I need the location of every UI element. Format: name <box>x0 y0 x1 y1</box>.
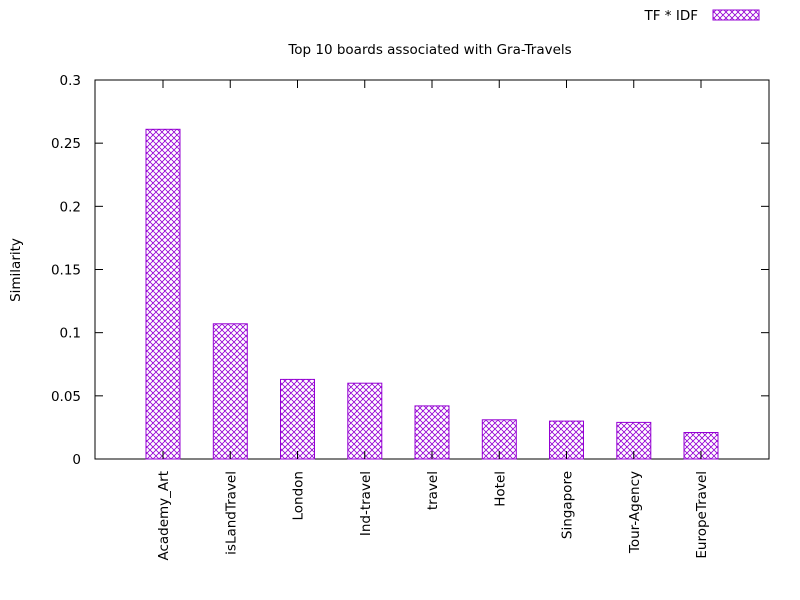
x-tick-label: Hotel <box>492 471 508 507</box>
bars-group <box>145 128 719 460</box>
y-tick-label: 0.3 <box>60 73 81 89</box>
bar-ind-travel <box>347 382 383 460</box>
x-tick-label: EuropeTravel <box>694 471 710 559</box>
y-tick-label: 0.2 <box>60 199 81 215</box>
legend: TF * IDF <box>644 8 760 24</box>
y-axis: 0 0.05 0.1 0.15 0.2 0.25 0.3 <box>51 73 769 468</box>
x-tick-label: London <box>291 471 307 521</box>
legend-label: TF * IDF <box>644 8 699 24</box>
bar-travel <box>414 405 450 460</box>
x-tick-label: travel <box>425 471 441 510</box>
x-tick-label: Ind-travel <box>358 471 374 536</box>
y-tick-label: 0 <box>72 452 81 468</box>
legend-swatch <box>712 9 760 21</box>
plot-frame <box>94 79 770 460</box>
y-tick-label: 0.15 <box>51 263 81 279</box>
x-axis: Academy_Art isLandTravel London Ind-travel t… <box>156 80 710 561</box>
x-tick-label: Academy_Art <box>156 471 172 561</box>
y-tick-label: 0.25 <box>51 136 81 152</box>
x-tick-label: Tour-Agency <box>627 471 643 554</box>
x-tick-label: isLandTravel <box>223 471 239 555</box>
x-tick-label: Singapore <box>560 471 576 539</box>
y-tick-label: 0.05 <box>51 389 81 405</box>
bar-london <box>280 378 315 460</box>
y-axis-label: Similarity <box>8 238 24 302</box>
chart-title: Top 10 boards associated with Gra-Travel… <box>287 42 571 58</box>
bar-academy-art <box>145 128 181 460</box>
bar-islandtravel <box>212 323 248 460</box>
y-tick-label: 0.1 <box>60 326 81 342</box>
